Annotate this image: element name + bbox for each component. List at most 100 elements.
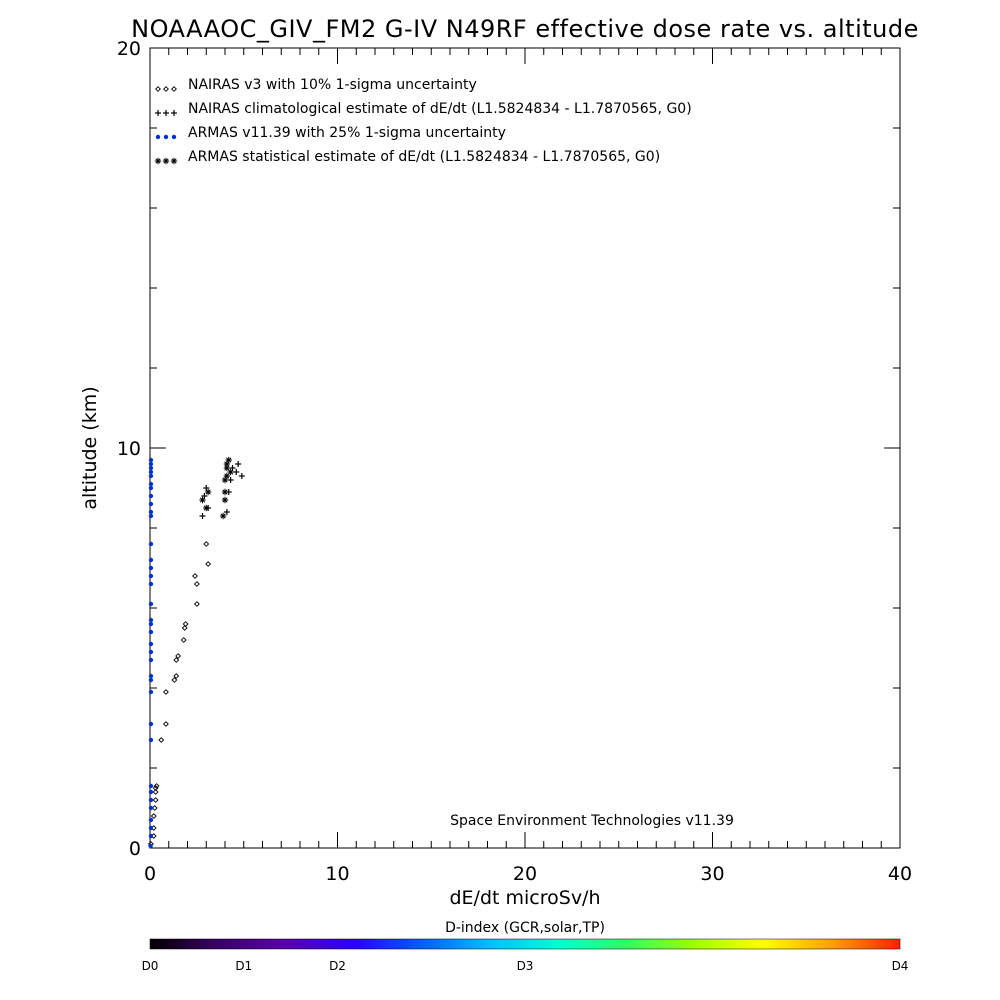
- nairas-v3-point: [181, 625, 188, 631]
- credit-text: Space Environment Technologies v11.39: [450, 813, 734, 829]
- x-axis-label: dE/dt microSv/h: [449, 887, 600, 909]
- nairas-climatological-point: [238, 473, 245, 479]
- armas-point: [148, 457, 154, 463]
- nairas-v3-point: [182, 621, 189, 627]
- legend-marker: [154, 157, 162, 165]
- nairas-v3-point: [163, 689, 169, 695]
- armas-point: [148, 641, 154, 647]
- nairas-v3-point: [171, 677, 178, 683]
- armas-point: [148, 737, 154, 743]
- colorbar-label: D1: [235, 959, 252, 973]
- colorbar-labels: D0 D1 D2 D3 D4: [142, 959, 909, 973]
- armas-statistical-point: [223, 472, 231, 480]
- legend-marker: [155, 134, 161, 140]
- nairas-v3-point: [152, 789, 159, 795]
- y-tick-label: 10: [117, 438, 141, 460]
- armas-point: [148, 825, 154, 831]
- armas-point: [148, 485, 154, 491]
- legend-marker: [155, 86, 161, 92]
- nairas-climatological-point: [227, 477, 234, 483]
- armas-point: [148, 673, 154, 679]
- nairas-v3-point: [193, 581, 200, 587]
- armas-point: [148, 689, 154, 695]
- axis-ticks: [149, 47, 901, 849]
- armas-statistical-point: [219, 512, 227, 520]
- armas-point: [148, 501, 154, 507]
- armas-statistical-point: [204, 488, 212, 496]
- legend: NAIRAS v3 with 10% 1-sigma uncertainty NA…: [154, 77, 692, 165]
- legend-marker: [163, 134, 169, 140]
- legend-marker: [170, 157, 178, 165]
- armas-statistical-point: [225, 456, 232, 464]
- armas-point: [148, 513, 154, 519]
- x-tick-label: 10: [325, 863, 349, 885]
- armas-point: [148, 817, 154, 823]
- nairas-climatological-point: [223, 509, 230, 515]
- nairas-v3-point: [173, 673, 180, 679]
- armas-point: [148, 493, 154, 499]
- legend-marker: [171, 86, 177, 92]
- nairas-v3-point: [158, 737, 165, 743]
- armas-statistical-point: [221, 496, 229, 504]
- nairas-v3-point: [151, 805, 158, 811]
- armas-point: [148, 541, 154, 547]
- colorbar-label: D0: [142, 959, 159, 973]
- armas-statistical-point: [203, 504, 210, 512]
- armas-point: [148, 565, 154, 571]
- nairas-v3-point: [163, 721, 169, 727]
- nairas-v3-point: [203, 541, 210, 547]
- x-tick-label: 30: [700, 863, 724, 885]
- y-tick-label: 0: [129, 838, 141, 860]
- chart-title: NOAAAOC_GIV_FM2 G-IV N49RF effective dos…: [131, 15, 919, 43]
- nairas-v3-point: [192, 573, 198, 579]
- x-tick-label: 20: [513, 863, 537, 885]
- legend-marker: [163, 110, 169, 116]
- armas-point: [148, 581, 154, 587]
- legend-label: NAIRAS climatological estimate of dE/dt …: [188, 101, 692, 117]
- axis-tick-labels: 0 10 20 30 40 0 10 20: [117, 38, 912, 885]
- armas-point: [148, 649, 154, 655]
- armas-point: [148, 469, 154, 475]
- armas-point: [148, 621, 154, 627]
- colorbar: [149, 938, 901, 950]
- armas-point: [148, 797, 154, 803]
- y-tick-label: 20: [117, 38, 141, 60]
- armas-point: [148, 481, 154, 487]
- data-points: [148, 456, 245, 849]
- legend-marker: [162, 157, 170, 165]
- armas-point: [148, 805, 154, 811]
- armas-point: [148, 783, 154, 789]
- nairas-v3-point: [193, 601, 200, 607]
- armas-point: [148, 573, 154, 579]
- nairas-v3-point: [180, 637, 187, 643]
- plot-frame: [149, 47, 901, 849]
- nairas-v3-point: [175, 653, 182, 659]
- armas-point: [148, 557, 154, 563]
- legend-marker: [163, 86, 169, 92]
- nairas-v3-point: [150, 813, 157, 819]
- colorbar-label: D4: [892, 959, 909, 973]
- armas-point: [148, 461, 154, 467]
- nairas-climatological-point: [235, 461, 242, 467]
- legend-marker: [171, 110, 177, 116]
- nairas-v3-point: [152, 797, 159, 803]
- legend-marker: [155, 110, 161, 116]
- armas-point: [148, 629, 154, 635]
- legend-label: NAIRAS v3 with 10% 1-sigma uncertainty: [188, 77, 477, 93]
- nairas-v3-point: [173, 657, 180, 663]
- armas-point: [148, 617, 154, 623]
- armas-point: [148, 789, 154, 795]
- armas-point: [148, 465, 154, 471]
- armas-statistical-point: [221, 488, 229, 496]
- nairas-v3-point: [153, 783, 160, 789]
- nairas-v3-point: [205, 561, 212, 567]
- armas-point: [148, 677, 154, 683]
- colorbar-label: D3: [517, 959, 534, 973]
- armas-statistical-point: [199, 496, 206, 504]
- armas-point: [148, 843, 153, 849]
- x-tick-label: 0: [144, 863, 156, 885]
- colorbar-label: D2: [329, 959, 346, 973]
- armas-point: [148, 833, 154, 839]
- colorbar-title: D-index (GCR,solar,TP): [445, 920, 605, 936]
